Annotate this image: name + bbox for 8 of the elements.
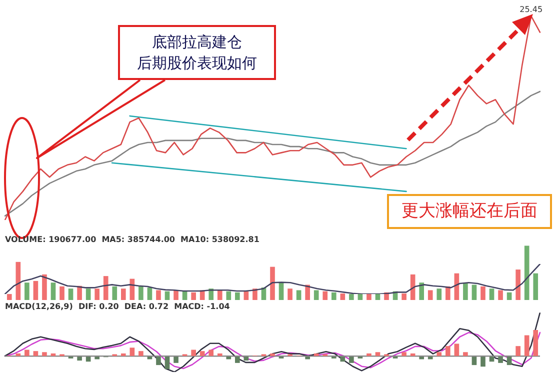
annotation: 后期股价表现如何 <box>136 52 258 74</box>
annotation: 底部拉高建仓 <box>151 32 243 52</box>
callout-box: 底部拉高建仓 后期股价表现如何 <box>118 25 276 80</box>
caption-box: 更大涨幅还在后面 <box>387 194 552 229</box>
chart-title: MACD(12,26,9) DIF: 0.20 DEA: 0.72 MACD: -1.04 <box>5 302 230 311</box>
annotation: 25.45 <box>520 5 543 14</box>
chart-title: VOLUME: 190677.00 MA5: 385744.00 MA10: 538092.81 <box>5 234 260 244</box>
annotation: 更大涨幅还在后面 <box>400 200 538 223</box>
